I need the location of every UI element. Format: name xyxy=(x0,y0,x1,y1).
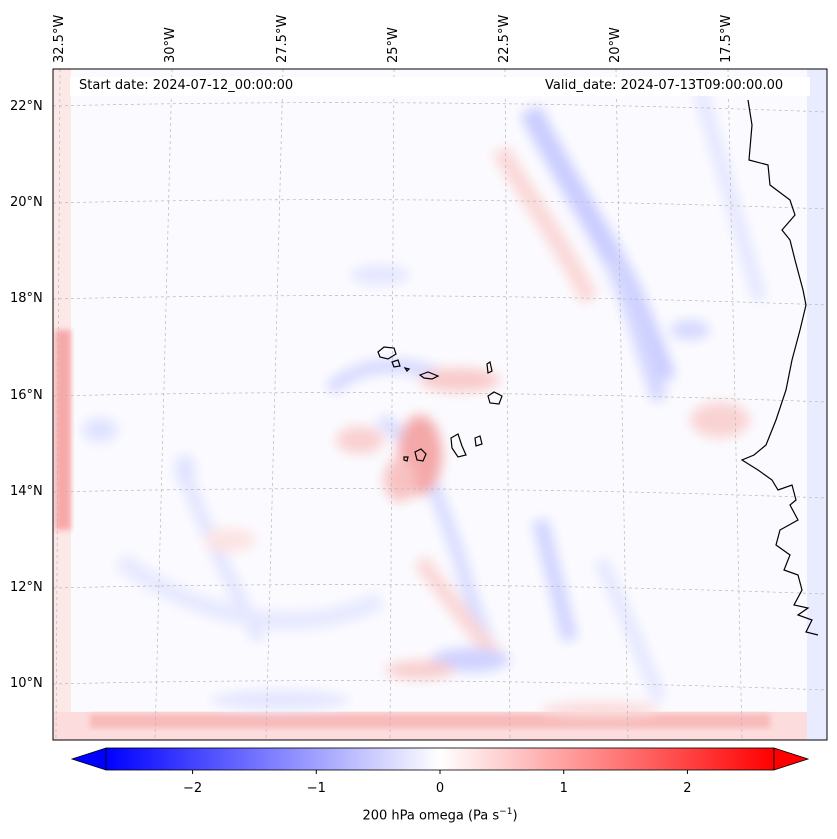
valid-date-label: Valid_date: 2024-07-13T09:00:00.00 xyxy=(545,78,784,93)
colorbar-tick-label: −1 xyxy=(306,781,326,796)
lon-label: 17.5°W xyxy=(719,14,734,63)
lon-label: 22.5°W xyxy=(497,14,512,63)
island-boa-vista xyxy=(487,391,503,405)
colorbar xyxy=(70,747,810,774)
lat-label: 20°N xyxy=(10,195,43,210)
island-santo-antao xyxy=(377,346,397,360)
map-frame xyxy=(52,68,828,741)
colorbar-extend-high xyxy=(773,747,810,771)
cape-verde-islands xyxy=(377,346,503,462)
colorbar-extend-low xyxy=(70,747,107,771)
lon-label: 32.5°W xyxy=(52,14,67,63)
island-fogo xyxy=(414,448,427,462)
island-sao-vicente xyxy=(391,359,401,368)
start-date-label: Start date: 2024-07-12_00:00:00 xyxy=(79,78,294,93)
lat-label: 12°N xyxy=(10,580,43,595)
island-maio xyxy=(474,435,483,447)
colorbar-gradient xyxy=(105,747,775,771)
lon-label: 25°W xyxy=(386,27,401,63)
lon-label: 30°W xyxy=(163,27,178,63)
lat-label: 16°N xyxy=(10,388,43,403)
lon-label: 27.5°W xyxy=(275,14,290,63)
island-santiago xyxy=(450,433,467,458)
omega-field xyxy=(53,69,827,740)
info-bar xyxy=(70,77,810,96)
africa-coastline xyxy=(740,99,819,636)
colorbar-title: 200 hPa omega (Pa s−1) xyxy=(362,807,518,824)
island-sao-nicolau xyxy=(418,371,440,380)
lat-label: 14°N xyxy=(10,484,43,499)
lat-label: 22°N xyxy=(10,99,43,114)
island-brava xyxy=(403,456,409,462)
colorbar-tick-label: −2 xyxy=(182,781,203,796)
colorbar-tick-label: 1 xyxy=(559,781,568,796)
graticule xyxy=(53,69,827,740)
island-sal xyxy=(486,361,493,374)
lat-label: 10°N xyxy=(10,676,43,691)
island-santa-luzia xyxy=(403,367,411,372)
lat-label: 18°N xyxy=(10,291,43,306)
colorbar-tick-label: 0 xyxy=(435,781,445,796)
lon-label: 20°W xyxy=(608,27,623,63)
colorbar-tick-label: 2 xyxy=(683,781,692,796)
